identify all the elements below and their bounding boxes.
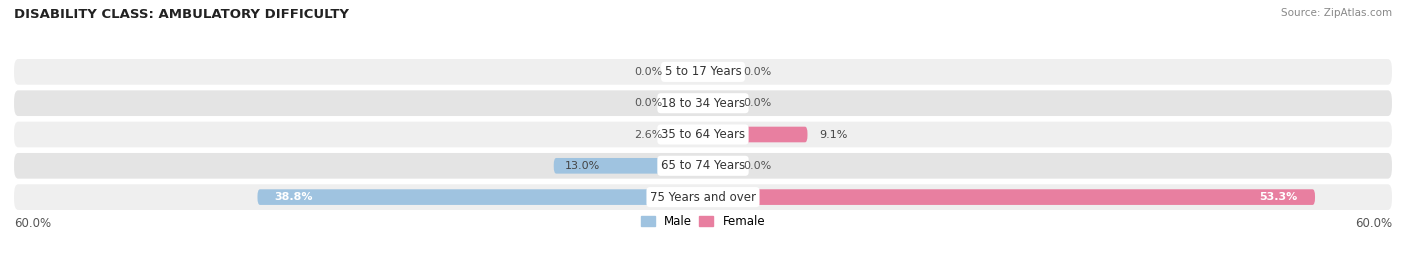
Text: 0.0%: 0.0%	[634, 98, 662, 108]
Text: 53.3%: 53.3%	[1260, 192, 1298, 202]
Text: 35 to 64 Years: 35 to 64 Years	[661, 128, 745, 141]
FancyBboxPatch shape	[673, 127, 703, 142]
Text: DISABILITY CLASS: AMBULATORY DIFFICULTY: DISABILITY CLASS: AMBULATORY DIFFICULTY	[14, 8, 349, 21]
FancyBboxPatch shape	[703, 189, 1315, 205]
FancyBboxPatch shape	[14, 122, 1392, 147]
FancyBboxPatch shape	[554, 158, 703, 174]
Text: 0.0%: 0.0%	[744, 67, 772, 77]
Text: 65 to 74 Years: 65 to 74 Years	[661, 159, 745, 172]
Text: 2.6%: 2.6%	[634, 129, 662, 140]
Text: 5 to 17 Years: 5 to 17 Years	[665, 65, 741, 78]
Text: 38.8%: 38.8%	[274, 192, 314, 202]
Text: 60.0%: 60.0%	[14, 217, 51, 231]
FancyBboxPatch shape	[257, 189, 703, 205]
Text: 9.1%: 9.1%	[818, 129, 848, 140]
Text: 0.0%: 0.0%	[634, 67, 662, 77]
Text: 75 Years and over: 75 Years and over	[650, 191, 756, 204]
Text: 13.0%: 13.0%	[565, 161, 600, 171]
FancyBboxPatch shape	[14, 90, 1392, 116]
Text: 0.0%: 0.0%	[744, 98, 772, 108]
Text: Source: ZipAtlas.com: Source: ZipAtlas.com	[1281, 8, 1392, 18]
Text: 18 to 34 Years: 18 to 34 Years	[661, 97, 745, 110]
Text: 60.0%: 60.0%	[1355, 217, 1392, 231]
Text: 0.0%: 0.0%	[744, 161, 772, 171]
FancyBboxPatch shape	[14, 184, 1392, 210]
FancyBboxPatch shape	[14, 153, 1392, 179]
FancyBboxPatch shape	[14, 59, 1392, 85]
FancyBboxPatch shape	[703, 127, 807, 142]
Legend: Male, Female: Male, Female	[641, 215, 765, 228]
